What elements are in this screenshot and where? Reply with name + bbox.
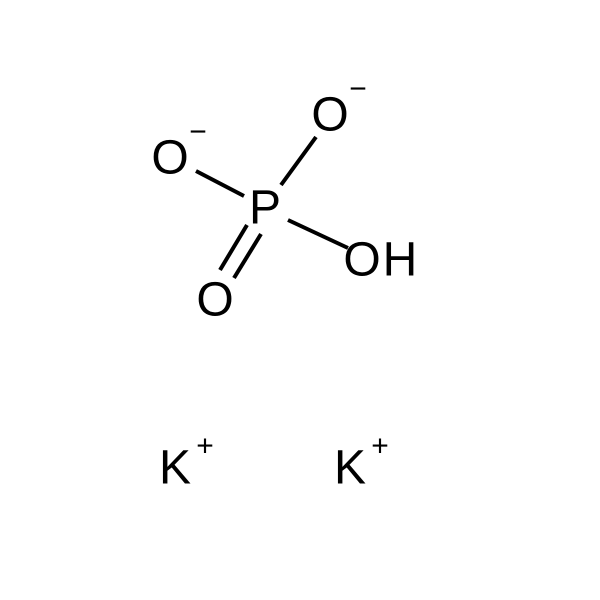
charge: − [189,116,207,149]
atom-O: O [151,132,188,185]
atom-O: O [196,274,233,327]
charge: − [349,73,367,106]
bond [196,171,244,196]
atom-H: H [383,234,418,287]
bond [281,137,316,185]
atom-O: O [311,89,348,142]
atom-K: K [334,442,366,495]
charge: + [371,430,389,463]
charge: + [196,430,214,463]
atom-K: K [159,442,191,495]
chemical-structure: PO−O−OOHK+K+ [0,0,600,600]
atom-P: P [249,182,281,235]
bond [288,220,348,248]
atom-O: O [343,234,380,287]
